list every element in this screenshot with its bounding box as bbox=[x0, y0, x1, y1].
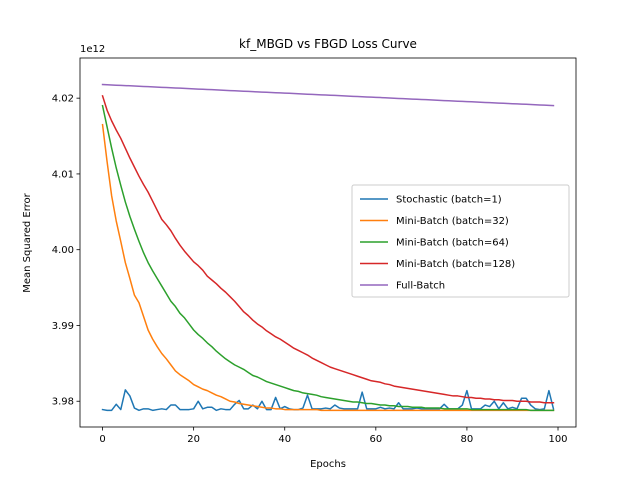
x-tick-label: 0 bbox=[99, 434, 105, 445]
x-tick-label: 40 bbox=[278, 434, 291, 445]
y-tick-label: 3.99 bbox=[52, 321, 74, 332]
plot-area: 0 20 40 60 80 100 3.98 3.99 4.00 4.01 4.02 bbox=[52, 57, 577, 445]
y-tick-label: 3.98 bbox=[52, 397, 74, 408]
legend-entry: Full-Batch bbox=[396, 281, 445, 292]
y-tick-label: 4.00 bbox=[52, 245, 74, 256]
x-tick-label: 20 bbox=[187, 434, 200, 445]
legend-entry: Stochastic (batch=1) bbox=[396, 195, 502, 206]
series-line-4 bbox=[101, 83, 555, 107]
axes-frame bbox=[79, 57, 577, 428]
series-line-3 bbox=[101, 94, 555, 404]
legend-entry: Mini-Batch (batch=128) bbox=[396, 259, 515, 270]
legend-entry: Mini-Batch (batch=64) bbox=[396, 238, 509, 249]
chart-title: kf_MBGD vs FBGD Loss Curve bbox=[239, 37, 417, 51]
y-tick-label: 4.02 bbox=[52, 94, 74, 105]
series-line-1 bbox=[101, 123, 555, 412]
legend-entry: Mini-Batch (batch=32) bbox=[396, 216, 509, 227]
y-axis-label: Mean Squared Error bbox=[22, 192, 33, 292]
y-offset-text: 1e12 bbox=[80, 44, 105, 55]
x-tick-label: 80 bbox=[461, 434, 474, 445]
y-tick-label: 4.01 bbox=[52, 169, 74, 180]
series-line-2 bbox=[101, 104, 555, 412]
x-axis-label: Epochs bbox=[310, 459, 346, 470]
x-tick-label: 60 bbox=[369, 434, 382, 445]
legend-frame bbox=[351, 184, 570, 298]
legend: Stochastic (batch=1) Mini-Batch (batch=32… bbox=[351, 184, 570, 298]
x-tick-label: 100 bbox=[548, 434, 567, 445]
